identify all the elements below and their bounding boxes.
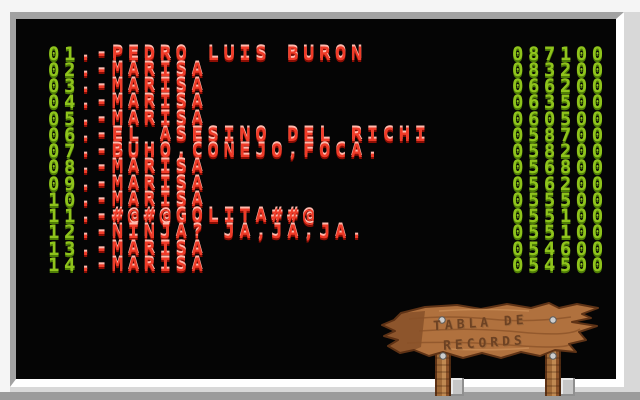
score-value: 056200 (512, 172, 608, 195)
player-name: .-BUHO,CONEJO,FOCA. (79, 140, 383, 162)
player-name: .-MARISA (79, 58, 208, 81)
record-row: 10.-MARISA 055500 (48, 188, 603, 211)
player-name: .-MARISA (79, 253, 208, 276)
player-name: .-NINJA? JA,JA,JA. (79, 221, 367, 244)
record-row: 12.-NINJA? JA,JA,JA. 055100 (48, 221, 603, 244)
score-value: 055100 (512, 205, 608, 227)
player-name: .-MARISA (79, 188, 208, 211)
score-value: 054500 (512, 253, 608, 276)
player-name: .-EL ASESINO DEL RICHI (79, 123, 431, 146)
plank-highlight (438, 308, 530, 351)
rank-number: 03 (48, 75, 80, 97)
rank-number: 02 (48, 58, 80, 81)
player-name: .-MARISA (79, 172, 208, 195)
rank-number: 09 (48, 172, 80, 195)
score-value: 083200 (512, 58, 608, 81)
record-row: 14.-MARISA 054500 (48, 253, 603, 276)
player-name: .-MARISA (79, 107, 208, 130)
sign-post-foot-right (561, 378, 575, 396)
score-value: 058200 (512, 140, 608, 162)
rank-number: 06 (48, 123, 80, 146)
rank-number: 04 (48, 91, 80, 114)
score-value: 066200 (512, 75, 608, 97)
player-name: .-MARISA (79, 237, 208, 260)
score-value: 058700 (512, 123, 608, 146)
score-value: 060500 (512, 107, 608, 130)
frame-edge-bottom (0, 392, 640, 400)
frame-edge-left (0, 0, 10, 392)
player-name: .-#@#@GOLITA##@ (79, 205, 319, 227)
frame-edge-top (0, 0, 640, 12)
rank-number: 12 (48, 221, 80, 244)
record-row: 04.-MARISA 063500 (48, 91, 603, 114)
record-row: 07.-BUHO,CONEJO,FOCA. 058200 (48, 140, 603, 162)
rank-number: 14 (48, 253, 80, 276)
score-value: 087100 (512, 42, 608, 65)
wood-plank (381, 302, 599, 360)
score-value: 063500 (512, 91, 608, 114)
sign-post-foot-left (451, 378, 464, 396)
rank-number: 11 (48, 205, 80, 227)
record-row: 03.-MARISA 066200 (48, 75, 603, 97)
record-row: 08.-MARISA 056800 (48, 156, 603, 179)
rank-number: 13 (48, 237, 80, 260)
rank-number: 08 (48, 156, 80, 179)
score-value: 055500 (512, 188, 608, 211)
records-list: 01.-PEDRO LUIS BURON 087100 02.-MARISA 0832… (16, 19, 616, 379)
score-value: 056800 (512, 156, 608, 179)
player-name: .-MARISA (79, 75, 208, 97)
record-row: 09.-MARISA 056200 (48, 172, 603, 195)
sign-post-right (545, 350, 561, 396)
player-name: .-MARISA (79, 156, 208, 179)
player-name: .-MARISA (79, 91, 208, 114)
record-row: 06.-EL ASESINO DEL RICHI 058700 (48, 123, 603, 146)
plank-grain (406, 316, 581, 348)
player-name: .-PEDRO LUIS BURON (79, 42, 367, 65)
rank-number: 07 (48, 140, 80, 162)
record-row: 05.-MARISA 060500 (48, 107, 603, 130)
sign-post-left (435, 350, 451, 396)
nail-icon (438, 316, 557, 360)
record-row: 11.-#@#@GOLITA##@ 055100 (48, 205, 603, 227)
record-row: 01.-PEDRO LUIS BURON 087100 (48, 42, 603, 65)
rank-number: 10 (48, 188, 80, 211)
record-row: 02.-MARISA 083200 (48, 58, 603, 81)
record-row: 13.-MARISA 054600 (48, 237, 603, 260)
rank-number: 01 (48, 42, 80, 65)
score-value: 055100 (512, 221, 608, 244)
rank-number: 05 (48, 107, 80, 130)
score-value: 054600 (512, 237, 608, 260)
